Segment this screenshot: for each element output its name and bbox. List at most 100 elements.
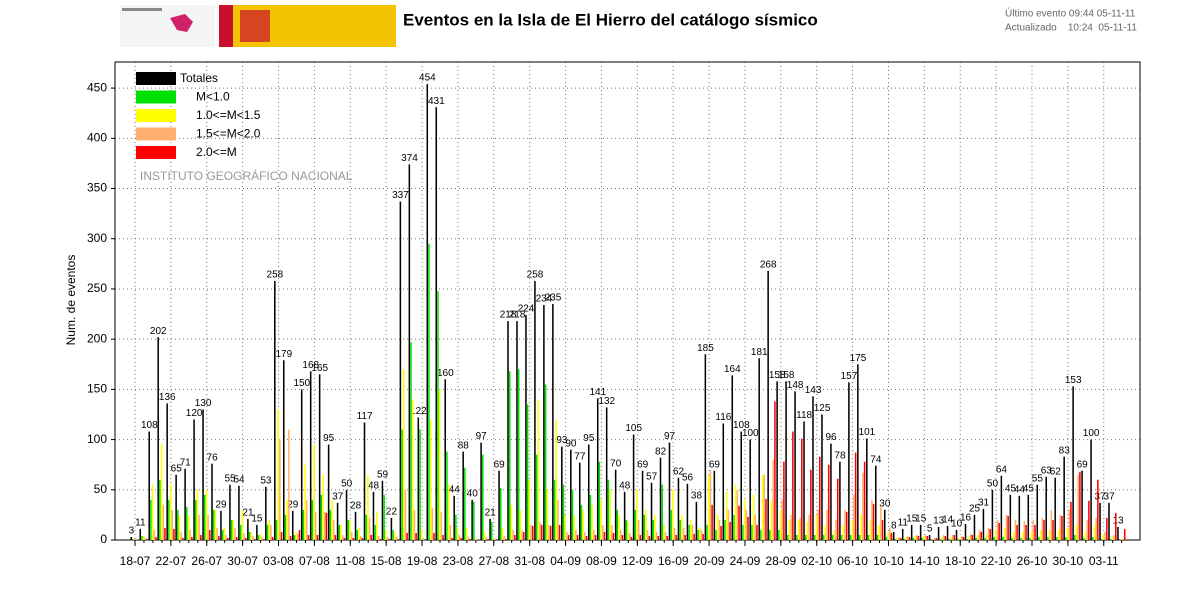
bar xyxy=(621,534,624,540)
bar xyxy=(663,524,665,540)
bar xyxy=(675,534,678,540)
x-tick-label: 06-10 xyxy=(837,554,868,568)
bar xyxy=(594,534,597,540)
bar xyxy=(637,519,640,540)
bar xyxy=(844,509,846,540)
bar xyxy=(774,401,776,540)
watermark: INSTITUTO GEOGRÁFICO NACIONAL xyxy=(140,168,353,183)
bar xyxy=(253,538,256,540)
legend-label: M<1.0 xyxy=(196,90,230,104)
bar xyxy=(584,531,586,540)
bar xyxy=(446,451,448,540)
data-label: 160 xyxy=(437,368,454,379)
bar xyxy=(795,534,798,540)
bar xyxy=(616,509,619,540)
data-label: 50 xyxy=(987,478,999,489)
bar xyxy=(941,536,943,540)
bar xyxy=(734,484,737,540)
bar xyxy=(657,535,660,540)
bar xyxy=(471,499,473,540)
bar xyxy=(534,280,536,540)
bar xyxy=(1041,517,1044,540)
bar xyxy=(1088,500,1090,540)
bar xyxy=(345,489,348,540)
bar xyxy=(334,534,337,540)
x-tick-label: 18-10 xyxy=(945,554,976,568)
data-label: 48 xyxy=(619,480,631,491)
bar xyxy=(901,528,904,540)
bar xyxy=(614,469,617,540)
bar xyxy=(860,514,862,540)
bar xyxy=(1065,536,1067,540)
ign-logo-bar xyxy=(122,8,162,11)
bar xyxy=(596,398,599,540)
bar xyxy=(975,537,977,540)
legend-swatch xyxy=(136,109,176,122)
bar xyxy=(772,459,774,540)
bar xyxy=(178,514,181,540)
bar xyxy=(356,529,358,540)
bar xyxy=(442,534,444,540)
bar xyxy=(189,529,191,540)
bar xyxy=(1106,517,1108,540)
bar xyxy=(313,444,315,540)
bar xyxy=(937,526,940,540)
data-label: 69 xyxy=(1077,459,1089,470)
bar xyxy=(1115,512,1117,540)
bar xyxy=(175,474,177,540)
bar xyxy=(270,524,272,540)
bar xyxy=(499,487,502,540)
data-label: 108 xyxy=(733,420,750,431)
bar xyxy=(571,489,574,540)
bar xyxy=(519,509,522,540)
data-label: 15 xyxy=(915,514,927,525)
bar xyxy=(223,527,226,540)
bar xyxy=(903,538,906,540)
bar xyxy=(221,529,224,540)
data-label: 21 xyxy=(485,508,497,519)
bar xyxy=(235,536,238,540)
data-label: 69 xyxy=(637,459,649,470)
bar xyxy=(372,491,375,540)
bar xyxy=(402,369,405,540)
bar xyxy=(587,444,590,540)
bar xyxy=(244,537,247,540)
bar xyxy=(752,494,755,540)
data-label: 45 xyxy=(1023,483,1035,494)
data-label: 8 xyxy=(891,521,897,532)
data-label: 150 xyxy=(293,378,310,389)
bar xyxy=(207,514,209,540)
bar xyxy=(1016,524,1018,540)
bar xyxy=(261,536,263,540)
bar xyxy=(552,304,554,540)
bar xyxy=(919,524,922,540)
bar xyxy=(672,489,674,540)
bar xyxy=(341,534,344,540)
bar xyxy=(677,477,680,540)
bar xyxy=(381,480,384,540)
bar xyxy=(978,529,981,540)
data-label: 44 xyxy=(1014,484,1026,495)
x-tick-label: 15-08 xyxy=(371,554,402,568)
bar xyxy=(325,512,328,540)
bar xyxy=(220,510,222,540)
bar xyxy=(211,463,213,540)
bar xyxy=(812,396,814,540)
bar xyxy=(388,538,390,540)
bar xyxy=(867,534,870,540)
data-label: 69 xyxy=(494,459,506,470)
bar xyxy=(915,534,918,540)
bar xyxy=(352,537,355,540)
bar xyxy=(284,514,287,540)
bar xyxy=(229,484,231,540)
bar xyxy=(866,438,868,540)
bar xyxy=(707,474,710,540)
bar xyxy=(623,491,626,540)
bar xyxy=(395,536,398,540)
bar xyxy=(146,538,148,540)
bar xyxy=(878,524,880,540)
bar xyxy=(377,535,380,540)
bar xyxy=(268,519,270,540)
bar xyxy=(827,464,830,540)
bar xyxy=(968,535,970,540)
